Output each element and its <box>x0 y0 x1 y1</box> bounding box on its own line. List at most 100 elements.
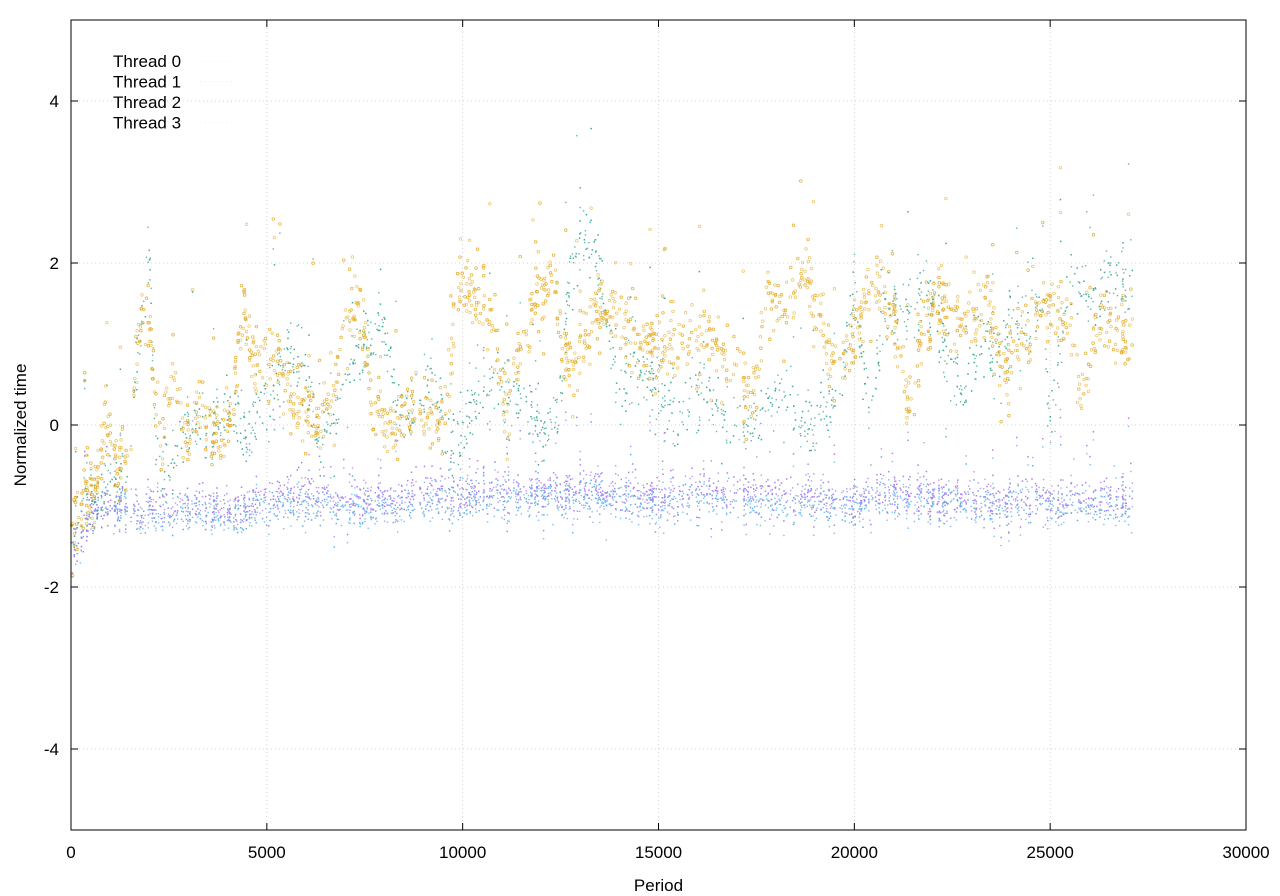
point-thread-3 <box>419 487 421 489</box>
point-thread-2 <box>245 505 247 508</box>
point-thread-2 <box>376 496 378 498</box>
point-thread-3 <box>240 527 242 529</box>
point-thread-2 <box>293 500 295 502</box>
point-thread-3 <box>386 521 389 523</box>
point-thread-2 <box>1079 500 1081 502</box>
point-thread-3 <box>174 510 177 512</box>
point-thread-3 <box>194 495 196 497</box>
point-thread-3 <box>552 523 554 526</box>
point-thread-2 <box>193 494 196 497</box>
point-thread-3 <box>1062 512 1064 514</box>
point-thread-2 <box>579 481 582 483</box>
point-thread-2 <box>242 521 245 523</box>
point-thread-3 <box>983 518 986 520</box>
point-thread-2 <box>995 492 997 495</box>
point-thread-3 <box>201 519 203 522</box>
point-thread-2 <box>246 511 249 513</box>
point-thread-2 <box>441 506 443 508</box>
point-thread-3 <box>691 494 694 496</box>
point-thread-3 <box>870 531 872 534</box>
point-thread-3 <box>977 490 979 492</box>
point-thread-3 <box>774 497 776 500</box>
point-thread-2 <box>198 492 201 494</box>
point-thread-2 <box>186 487 189 489</box>
point-thread-3 <box>597 498 600 500</box>
point-thread-2 <box>544 483 546 486</box>
point-thread-3 <box>515 501 517 503</box>
point-thread-2 <box>1046 489 1049 491</box>
point-thread-3 <box>848 522 851 524</box>
point-thread-3 <box>813 504 815 506</box>
point-thread-3 <box>1005 502 1007 504</box>
point-thread-3 <box>973 479 975 481</box>
point-thread-2 <box>517 493 519 496</box>
point-thread-3 <box>147 486 149 489</box>
point-thread-3 <box>950 525 952 528</box>
point-thread-3 <box>569 487 572 489</box>
point-thread-2 <box>73 555 75 558</box>
point-thread-2 <box>1027 489 1029 491</box>
point-thread-3 <box>483 497 485 499</box>
point-thread-2 <box>1108 506 1111 508</box>
point-thread-3 <box>150 508 152 511</box>
point-thread-3 <box>323 493 325 496</box>
point-thread-2 <box>216 497 218 499</box>
point-thread-3 <box>1012 498 1015 501</box>
point-thread-2 <box>520 491 522 493</box>
point-thread-3 <box>672 443 674 445</box>
point-thread-3 <box>504 479 506 481</box>
point-thread-3 <box>297 516 299 518</box>
point-thread-3 <box>681 504 683 506</box>
point-thread-3 <box>890 484 892 486</box>
point-thread-3 <box>549 485 551 487</box>
point-thread-3 <box>151 517 153 519</box>
point-thread-2 <box>428 494 430 497</box>
point-thread-3 <box>736 489 739 491</box>
point-thread-3 <box>493 515 496 518</box>
point-thread-2 <box>919 476 921 478</box>
point-thread-2 <box>1122 476 1124 478</box>
point-thread-2 <box>882 474 885 477</box>
point-thread-3 <box>529 486 531 488</box>
point-thread-3 <box>669 503 671 505</box>
point-thread-3 <box>1085 506 1087 508</box>
point-thread-3 <box>171 534 174 537</box>
point-thread-2 <box>296 469 298 471</box>
point-thread-2 <box>696 493 698 495</box>
point-thread-2 <box>703 473 705 475</box>
point-thread-2 <box>599 498 601 500</box>
point-thread-3 <box>296 483 298 485</box>
point-thread-3 <box>956 489 959 492</box>
point-thread-3 <box>764 504 767 506</box>
point-thread-3 <box>137 515 139 517</box>
point-thread-3 <box>1046 497 1049 499</box>
point-thread-3 <box>169 524 171 527</box>
point-thread-3 <box>584 504 587 507</box>
point-thread-3 <box>390 506 392 508</box>
point-thread-3 <box>751 507 754 510</box>
point-thread-3 <box>612 493 614 495</box>
point-thread-3 <box>471 491 473 493</box>
point-thread-2 <box>336 509 339 511</box>
point-thread-3 <box>591 511 593 513</box>
point-thread-3 <box>329 511 331 513</box>
point-thread-3 <box>1016 508 1019 510</box>
point-thread-3 <box>927 497 930 499</box>
point-thread-3 <box>703 483 705 485</box>
point-thread-3 <box>469 511 471 513</box>
point-thread-3 <box>545 505 547 508</box>
point-thread-3 <box>1051 493 1053 495</box>
point-thread-3 <box>728 477 730 479</box>
point-thread-2 <box>457 509 460 512</box>
point-thread-2 <box>648 489 650 491</box>
point-thread-3 <box>502 484 504 486</box>
point-thread-3 <box>204 528 207 531</box>
point-thread-3 <box>640 491 642 493</box>
point-thread-3 <box>536 490 538 492</box>
point-thread-3 <box>500 496 503 498</box>
point-thread-3 <box>289 511 291 513</box>
point-thread-2 <box>1025 478 1027 480</box>
point-thread-2 <box>688 496 690 499</box>
point-thread-2 <box>499 491 501 494</box>
point-thread-2 <box>1104 510 1106 512</box>
